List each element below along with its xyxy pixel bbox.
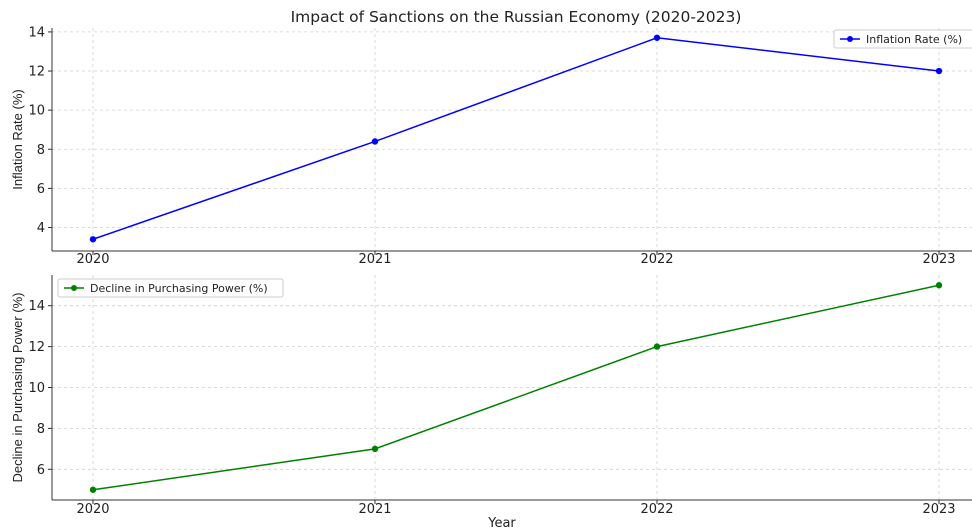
y-tick-label: 14 bbox=[28, 25, 45, 40]
x-tick-label: 2020 bbox=[76, 502, 109, 517]
x-tick-label: 2023 bbox=[922, 502, 955, 517]
y-tick-label: 12 bbox=[28, 340, 45, 355]
y-axis-label: Decline in Purchasing Power (%) bbox=[10, 292, 25, 482]
y-tick-label: 14 bbox=[28, 299, 45, 314]
y-tick-label: 4 bbox=[37, 221, 45, 236]
legend-marker bbox=[847, 36, 853, 42]
series-line bbox=[92, 284, 940, 491]
legend-label: Inflation Rate (%) bbox=[866, 33, 962, 46]
x-tick-label: 2022 bbox=[640, 252, 673, 267]
x-tick-label: 2023 bbox=[922, 252, 955, 267]
x-axis-label: Year bbox=[487, 516, 516, 530]
y-tick-label: 8 bbox=[37, 143, 45, 158]
x-tick-label: 2022 bbox=[640, 502, 673, 517]
data-point bbox=[935, 67, 943, 75]
data-point bbox=[653, 343, 661, 350]
x-tick-label: 2020 bbox=[76, 252, 109, 267]
data-point bbox=[89, 236, 97, 243]
x-tick-label: 2021 bbox=[358, 502, 391, 517]
data-point bbox=[935, 282, 943, 289]
data-point bbox=[89, 486, 97, 493]
data-point bbox=[371, 445, 379, 453]
y-tick-label: 12 bbox=[28, 65, 45, 80]
y-axis-label: Inflation Rate (%) bbox=[10, 89, 25, 189]
y-tick-label: 10 bbox=[28, 381, 45, 396]
chart-title: Impact of Sanctions on the Russian Econo… bbox=[291, 8, 742, 26]
legend-box bbox=[57, 278, 284, 298]
x-tick-label: 2021 bbox=[358, 252, 391, 267]
inflation-panel: 4 6 8 10 12 14 2020 2021 2022 2023 Inflation Rate … bbox=[10, 25, 972, 267]
legend-label: Decline in Purchasing Power (%) bbox=[90, 282, 268, 295]
data-point bbox=[371, 138, 379, 145]
y-tick-label: 8 bbox=[37, 422, 45, 437]
legend-box bbox=[833, 29, 972, 49]
y-tick-label: 6 bbox=[37, 463, 45, 478]
legend-marker bbox=[71, 285, 77, 291]
data-point bbox=[653, 34, 661, 41]
y-tick-label: 10 bbox=[28, 104, 45, 119]
y-tick-label: 6 bbox=[37, 182, 45, 197]
series-line bbox=[92, 37, 940, 240]
purchasing-power-panel: 6 8 10 12 14 2020 2021 2022 2023 Decline in Purch… bbox=[10, 275, 972, 530]
